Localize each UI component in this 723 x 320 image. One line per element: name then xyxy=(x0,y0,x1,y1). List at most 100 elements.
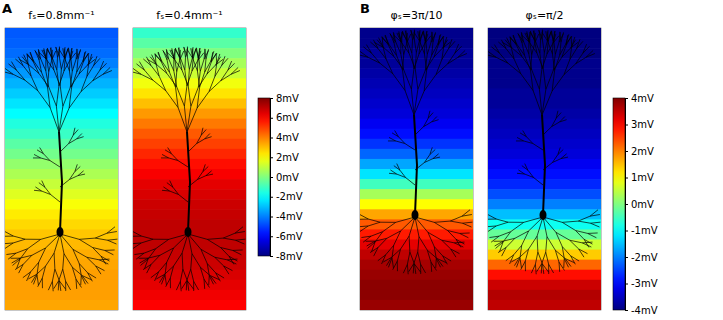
colorbar-tick: -1mV xyxy=(625,225,658,236)
heatmap-cell xyxy=(133,28,246,39)
colorbar-tick-label: -6mV xyxy=(276,231,303,242)
heatmap-cell xyxy=(133,119,246,130)
heatmap xyxy=(133,28,246,310)
neuron-dendrites xyxy=(5,47,117,292)
colorbar-tick-label: 2mV xyxy=(276,152,299,163)
colorbar-tick-mark xyxy=(270,256,273,257)
colorbar-tick: -4mV xyxy=(625,305,658,316)
neuron-trunk xyxy=(414,115,417,215)
heatmap-cell xyxy=(360,240,473,251)
map-title: fₛ=0.4mm⁻¹ xyxy=(156,9,222,22)
heatmap-cell xyxy=(360,229,473,240)
heatmap-cell xyxy=(360,300,473,310)
colorbar-tick-mark xyxy=(625,125,628,126)
map-title: φₛ=3π/10 xyxy=(391,9,443,22)
colorbar-tick: 4mV xyxy=(270,132,299,143)
neuron-soma xyxy=(412,210,419,220)
heatmap-cell xyxy=(360,270,473,281)
colorbar-tick-label: -8mV xyxy=(276,251,303,262)
colorbar xyxy=(258,98,270,256)
heatmap-cell xyxy=(133,78,246,89)
colorbar-tick-mark xyxy=(270,98,273,99)
colorbar-tick-label: -4mV xyxy=(276,211,303,222)
colorbar-tick-label: -4mV xyxy=(631,305,658,316)
colorbar-tick-mark xyxy=(625,178,628,179)
colorbar-tick-mark xyxy=(270,236,273,237)
neuron-soma xyxy=(57,227,64,237)
heatmap-cell xyxy=(5,38,118,49)
heatmap-cell xyxy=(5,280,118,291)
heatmap-cell xyxy=(488,119,601,130)
heatmap-clip xyxy=(488,28,601,310)
heatmap-cell xyxy=(360,119,473,130)
colorbar-tick: -2mV xyxy=(270,191,303,202)
colorbar-tick-mark xyxy=(270,217,273,218)
colorbar-tick-label: 3mV xyxy=(631,119,654,130)
colorbar-tick: 0mV xyxy=(625,199,654,210)
heatmap-clip xyxy=(133,28,246,310)
neuron-dendrites xyxy=(133,47,245,292)
colorbar-tick-label: -2mV xyxy=(631,252,658,263)
colorbar-tick-label: 1mV xyxy=(631,172,654,183)
colorbar-tick-label: 2mV xyxy=(631,146,654,157)
colorbar-tick-mark xyxy=(625,284,628,285)
heatmap-cell xyxy=(133,280,246,291)
heatmap-cell xyxy=(488,229,601,240)
colorbar-tick-mark xyxy=(270,157,273,158)
colorbar-axis: -8mV -6mV -4mV -2mV 0mV 2mV 4mV 6mV 8mV xyxy=(270,93,303,262)
heatmap-cell xyxy=(5,99,118,110)
colorbar-tick: 8mV xyxy=(270,93,299,104)
heatmap-cell xyxy=(488,109,601,120)
colorbar-tick: 2mV xyxy=(270,152,299,163)
neuron-dendrites xyxy=(488,30,600,275)
heatmap-cell xyxy=(133,38,246,49)
colorbar-tick-label: 0mV xyxy=(276,172,299,183)
heatmap-clip xyxy=(5,28,118,310)
colorbar-tick-label: 4mV xyxy=(276,132,299,143)
colorbar-tick-mark xyxy=(625,151,628,152)
colorbar-tick: 2mV xyxy=(625,146,654,157)
heatmap-cell xyxy=(488,240,601,251)
colorbar-tick-label: 4mV xyxy=(631,93,654,104)
colorbar-tick-mark xyxy=(625,98,628,99)
colorbar-tick-label: -2mV xyxy=(276,191,303,202)
heatmap xyxy=(488,28,601,310)
heatmap-cell xyxy=(488,280,601,291)
colorbar-tick-label: -1mV xyxy=(631,225,658,236)
heatmap-cell xyxy=(360,290,473,301)
colorbar-tick: -8mV xyxy=(270,251,303,262)
heatmap-cell xyxy=(5,300,118,310)
neuron-dendrites xyxy=(360,30,472,275)
neuron-soma xyxy=(540,210,547,220)
colorbar-tick-mark xyxy=(270,177,273,178)
neuron-trunk xyxy=(59,132,62,232)
colorbar-tick: -2mV xyxy=(625,252,658,263)
colorbar-tick: 0mV xyxy=(270,172,299,183)
colorbar-tick-mark xyxy=(625,257,628,258)
heatmap-cell xyxy=(5,78,118,89)
colorbar-tick: -6mV xyxy=(270,231,303,242)
heatmap-cell xyxy=(133,99,246,110)
heatmap-cell xyxy=(488,28,601,39)
neuron-soma xyxy=(185,227,192,237)
heatmap-cell xyxy=(488,300,601,310)
colorbar-axis: -4mV-3mV-2mV-1mV0mV1mV2mV3mV4mV xyxy=(625,93,658,316)
colorbar-tick-mark xyxy=(270,138,273,139)
heatmap-cell xyxy=(133,300,246,310)
colorbar-tick-label: 6mV xyxy=(276,112,299,123)
colorbar xyxy=(613,98,625,310)
colorbar-tick-mark xyxy=(625,310,628,311)
heatmap-cell xyxy=(488,290,601,301)
heatmap-cell xyxy=(360,129,473,140)
heatmap-cell xyxy=(5,270,118,281)
heatmap-cell xyxy=(5,139,118,150)
heatmap xyxy=(5,28,118,310)
heatmap-clip xyxy=(360,28,473,310)
neuron-trunk xyxy=(542,115,545,215)
heatmap-cell xyxy=(5,28,118,39)
colorbar-tick-mark xyxy=(625,231,628,232)
heatmap-cell xyxy=(5,290,118,301)
heatmap-cell xyxy=(488,260,601,271)
colorbar-tick-mark xyxy=(270,197,273,198)
heatmap xyxy=(360,28,473,310)
